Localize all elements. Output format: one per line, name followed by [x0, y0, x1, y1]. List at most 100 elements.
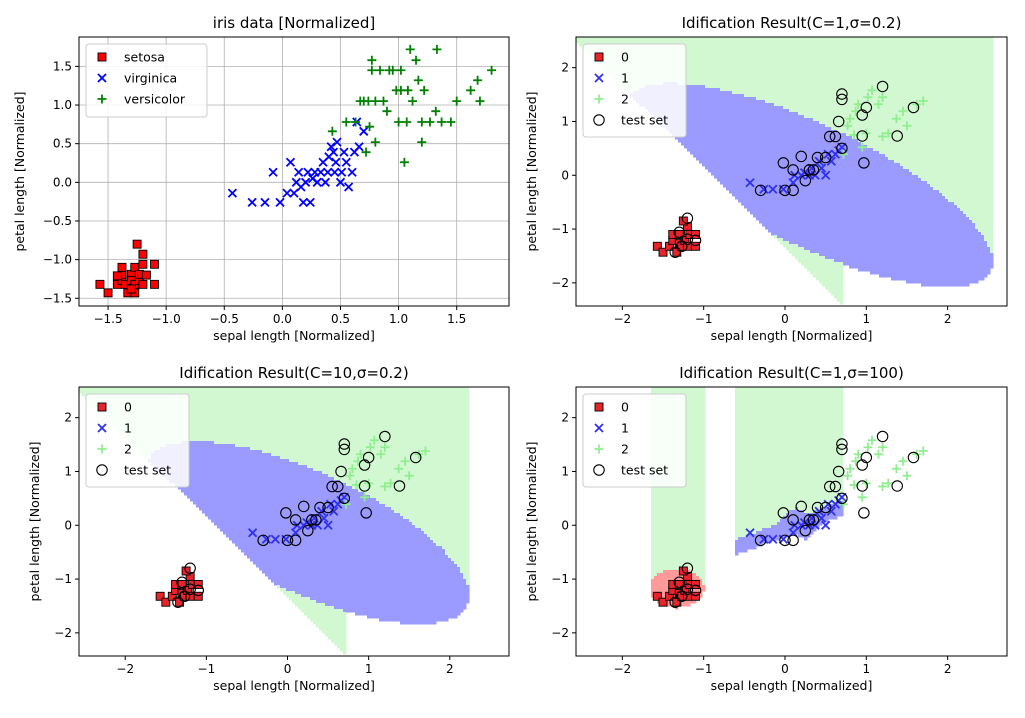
- data-point-class-0: [691, 229, 700, 239]
- y-tick-label: 2: [561, 61, 569, 75]
- series-class-1: [745, 492, 847, 544]
- data-point-versicolor: [473, 75, 483, 85]
- data-point-test-set: [787, 164, 799, 176]
- data-point-test-set: [689, 584, 702, 597]
- data-point-test-set: [358, 480, 371, 492]
- y-tick-label: 1: [561, 114, 569, 128]
- data-point-class-1: [814, 506, 824, 516]
- data-point-test-set: [823, 130, 836, 143]
- x-tick-label: 0: [284, 662, 292, 676]
- y-tick-label: 0.0: [53, 175, 72, 189]
- data-point-test-set: [314, 501, 326, 514]
- data-point-test-set: [673, 576, 686, 589]
- data-point-test-set: [856, 130, 868, 142]
- data-point-class-1: [826, 506, 836, 516]
- data-point-class-1: [329, 506, 339, 516]
- legend-marker: [97, 402, 107, 412]
- data-point-test-set: [379, 430, 391, 443]
- data-point-test-set: [754, 184, 767, 197]
- data-point-class-1: [270, 534, 280, 544]
- data-point-test-set: [858, 507, 870, 519]
- data-point-class-0: [674, 229, 684, 239]
- data-point-class-2: [394, 464, 404, 474]
- data-point-class-2: [867, 85, 877, 95]
- data-point-class-1: [821, 170, 831, 180]
- series-versicolor: [327, 44, 497, 167]
- data-point-class-0: [177, 579, 187, 589]
- legend-label: 0: [621, 400, 629, 415]
- x-tick-label: −0.5: [210, 312, 239, 326]
- data-point-class-2: [360, 492, 370, 502]
- data-point-class-2: [857, 492, 867, 502]
- y-axis-label: petal length [Normalized]: [27, 441, 42, 601]
- data-point-class-2: [365, 442, 375, 452]
- legend-label: setosa: [124, 50, 165, 65]
- data-point-setosa: [150, 259, 159, 269]
- axes-frame: [78, 386, 510, 657]
- y-tick-label: 0: [561, 168, 569, 182]
- legend-label: test set: [621, 463, 668, 478]
- data-point-test-set: [335, 465, 347, 478]
- data-point-virginica: [354, 142, 364, 152]
- data-point-versicolor: [466, 85, 476, 95]
- data-point-test-set: [689, 234, 702, 247]
- data-point-class-1: [768, 184, 778, 194]
- chart-panel-1: −1.5 −1.0 −0.5 0.0 0.5 1.0 1.5 −1.5 −1.0 −0.5 0.0 0…: [12, 14, 510, 343]
- data-point-test-set: [860, 101, 873, 114]
- legend-marker: [594, 94, 604, 104]
- data-point-virginica: [316, 167, 326, 177]
- data-point-test-set: [289, 534, 302, 547]
- x-tick-label: 0.0: [273, 312, 292, 326]
- data-point-class-1: [826, 156, 836, 166]
- legend-label: test set: [124, 463, 171, 478]
- x-tick-label: −1.5: [93, 312, 122, 326]
- data-point-class-2: [414, 449, 424, 459]
- legend-label: 1: [621, 421, 629, 436]
- data-point-test-set: [338, 492, 351, 505]
- data-point-test-set: [836, 492, 848, 505]
- data-point-class-2: [839, 499, 849, 509]
- legend-label: virginica: [124, 71, 177, 86]
- data-point-test-set: [681, 583, 694, 596]
- y-axis-label: petal length [Normalized]: [12, 91, 27, 251]
- data-point-test-set: [779, 534, 791, 547]
- data-point-versicolor: [417, 117, 427, 127]
- y-tick-label: 1.0: [53, 98, 72, 112]
- legend-marker: [593, 464, 605, 476]
- x-tick-label: −2: [614, 312, 632, 326]
- data-point-virginica: [227, 188, 238, 198]
- data-point-class-1: [759, 534, 769, 544]
- data-point-virginica: [294, 167, 304, 177]
- data-point-test-set: [332, 480, 344, 493]
- data-point-test-set: [891, 130, 903, 142]
- data-point-test-set: [280, 507, 292, 519]
- data-point-versicolor: [382, 106, 392, 116]
- data-point-versicolor: [396, 65, 406, 75]
- data-point-test-set: [856, 480, 868, 492]
- data-point-class-2: [878, 132, 888, 142]
- data-point-test-set: [836, 88, 848, 100]
- data-point-class-2: [891, 464, 901, 474]
- data-point-test-set: [360, 507, 372, 519]
- data-point-class-2: [867, 435, 877, 445]
- data-point-versicolor: [403, 85, 413, 95]
- series-class-2: [839, 435, 928, 509]
- data-point-test-set: [829, 130, 842, 143]
- data-point-test-set: [362, 451, 375, 464]
- data-point-class-2: [898, 456, 908, 466]
- x-axis-label: sepal length [Normalized]: [711, 328, 873, 343]
- data-point-test-set: [754, 534, 767, 547]
- data-point-test-set: [289, 514, 302, 526]
- data-point-test-set: [823, 480, 836, 493]
- data-point-virginica: [323, 167, 333, 177]
- data-point-test-set: [836, 443, 848, 456]
- data-point-test-set: [860, 451, 873, 464]
- y-axis-label: petal length [Normalized]: [524, 441, 539, 601]
- data-point-test-set: [787, 514, 799, 526]
- data-point-versicolor: [419, 85, 429, 95]
- data-point-test-set: [669, 246, 681, 258]
- data-point-test-set: [803, 514, 816, 526]
- data-point-class-2: [843, 121, 853, 131]
- data-point-test-set: [876, 80, 889, 93]
- data-point-test-set: [811, 151, 824, 164]
